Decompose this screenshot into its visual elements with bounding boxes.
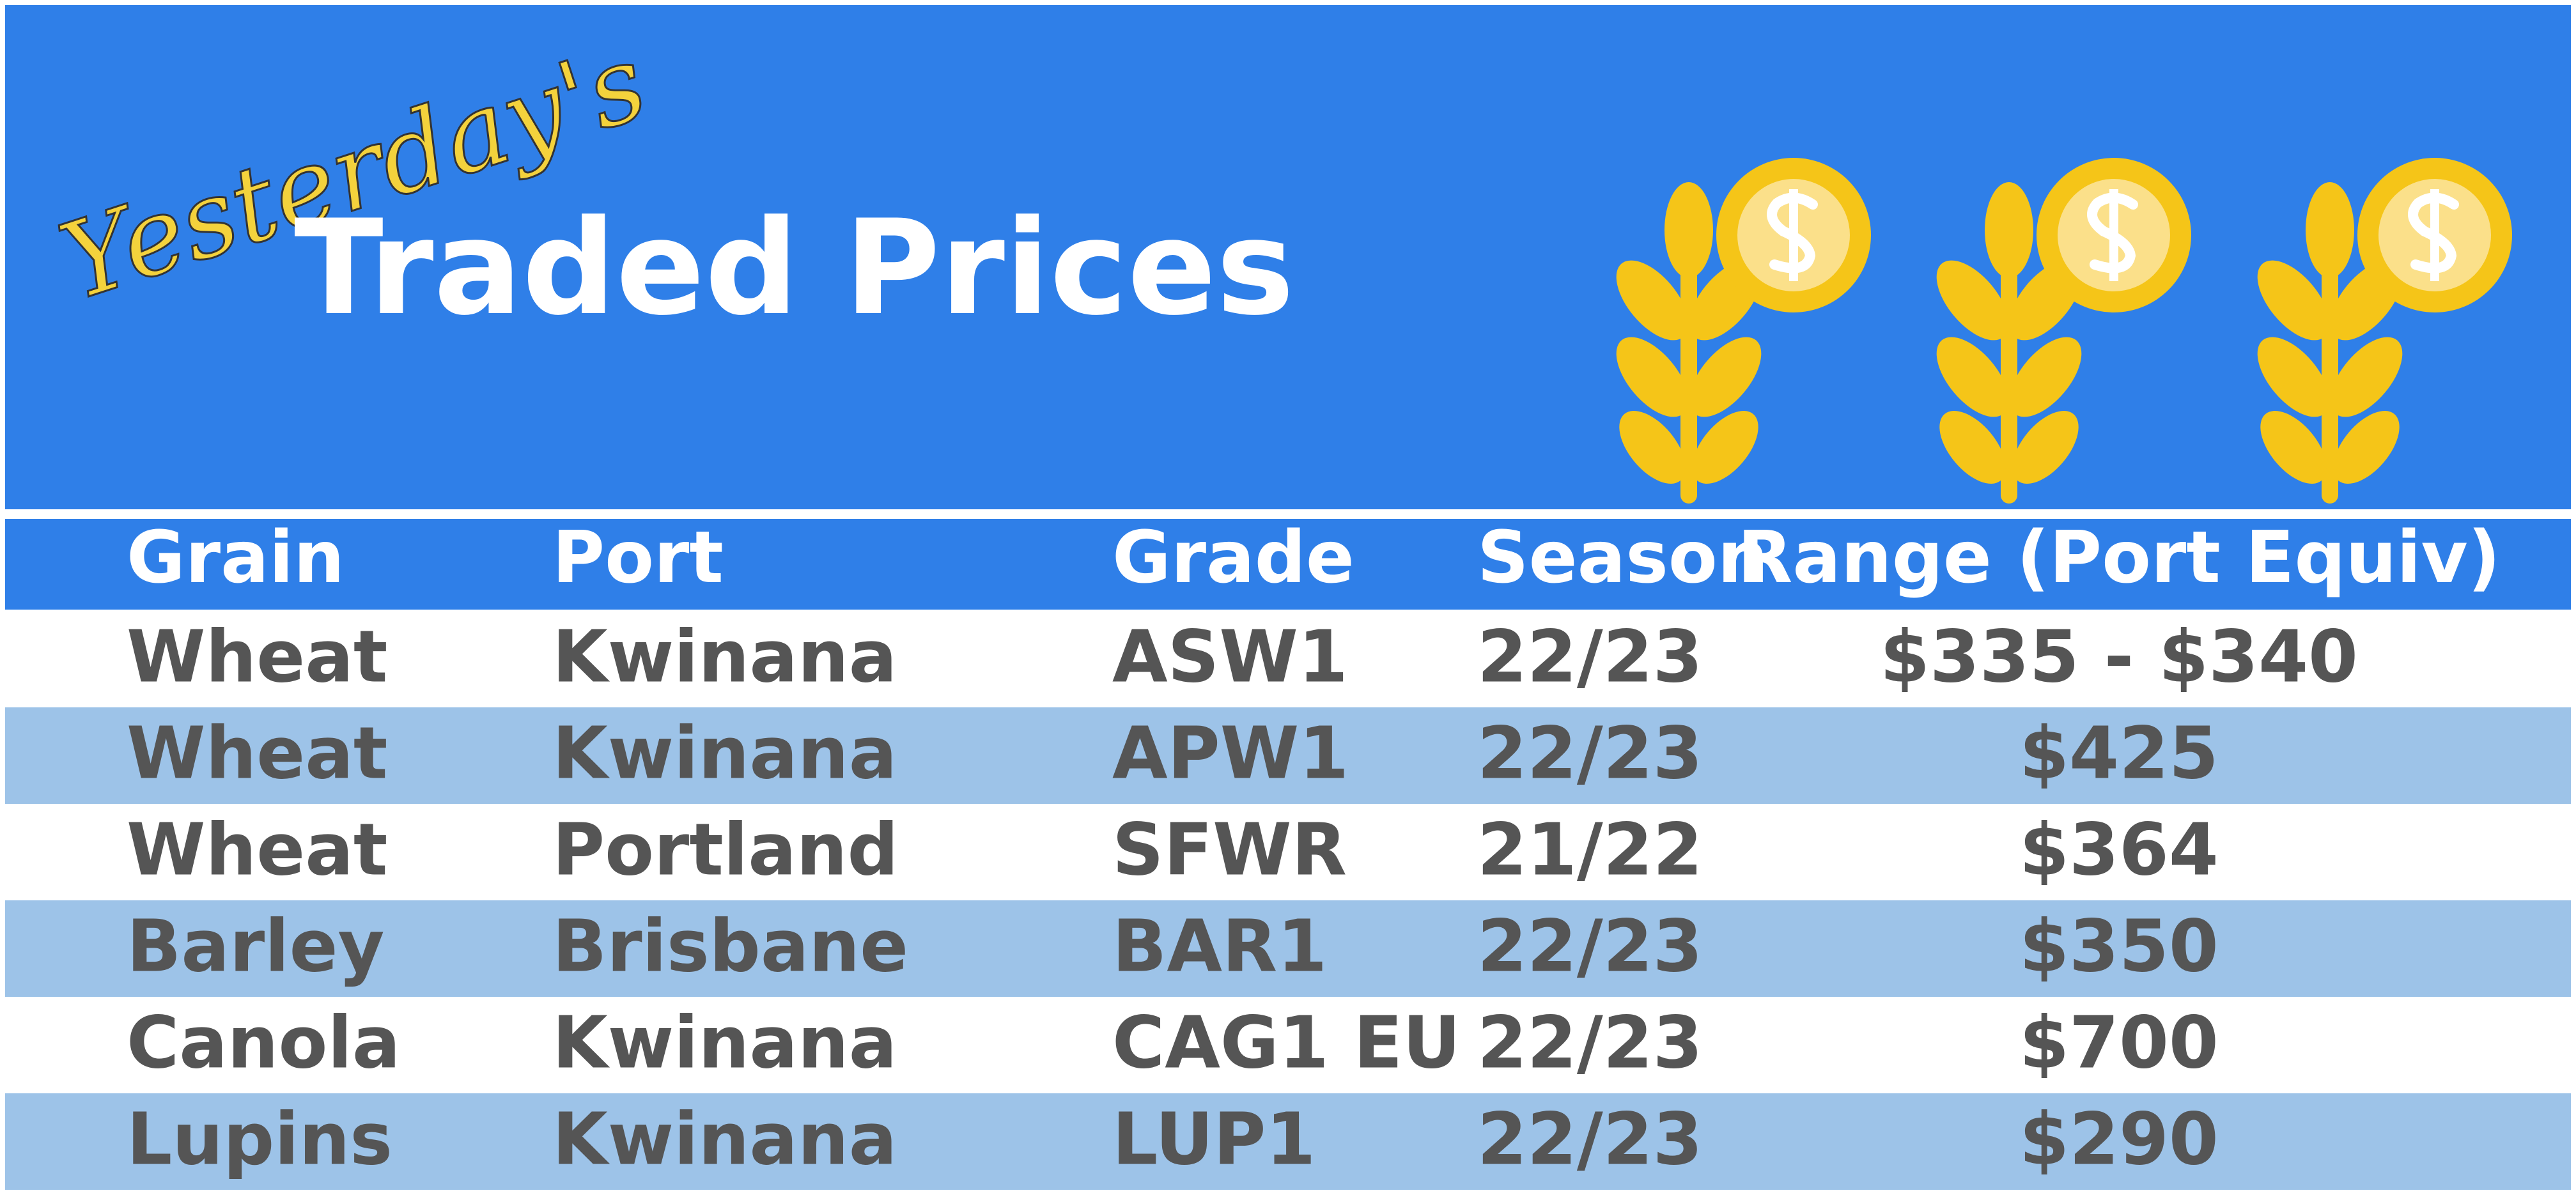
table-cell: LUP1: [1112, 1098, 1315, 1181]
table-cell: Brisbane: [552, 905, 908, 988]
table-cell: Kwinana: [552, 712, 897, 795]
table-cell: Barley: [127, 905, 385, 988]
row-band: [5, 707, 2571, 804]
table-cell: $700: [2019, 1001, 2219, 1084]
column-header: Port: [552, 516, 724, 599]
banner-title: Traded Prices: [294, 192, 1294, 344]
row-band: [5, 900, 2571, 997]
table-cell: 22/23: [1477, 1098, 1703, 1181]
table-cell: 22/23: [1477, 615, 1703, 698]
table-cell: $350: [2019, 905, 2219, 988]
table-cell: Kwinana: [552, 1001, 897, 1084]
table-cell: Wheat: [127, 615, 387, 698]
column-header: Grade: [1112, 516, 1354, 599]
table-cell: $364: [2019, 808, 2219, 891]
table-cell: $335 - $340: [1880, 615, 2358, 698]
column-header: Range (Port Equiv): [1737, 516, 2501, 599]
table-cell: 22/23: [1477, 1001, 1703, 1084]
table-cell: 21/22: [1477, 808, 1703, 891]
table-cell: Portland: [552, 808, 899, 891]
table-cell: BAR1: [1112, 905, 1327, 988]
table-cell: $425: [2019, 712, 2219, 795]
table-cell: Kwinana: [552, 615, 897, 698]
table-cell: SFWR: [1112, 808, 1347, 891]
table-cell: 22/23: [1477, 712, 1703, 795]
table-cell: $290: [2019, 1098, 2219, 1181]
table-header-row: [5, 519, 2571, 610]
table-cell: Canola: [127, 1001, 400, 1084]
table-cell: Wheat: [127, 712, 387, 795]
table-cell: Kwinana: [552, 1098, 897, 1181]
column-header: Grain: [127, 516, 345, 599]
table-cell: CAG1 EU: [1112, 1001, 1461, 1084]
table-cell: Lupins: [127, 1098, 392, 1181]
table-cell: Wheat: [127, 808, 387, 891]
column-header: Season: [1477, 516, 1769, 599]
table-cell: APW1: [1112, 712, 1349, 795]
table-cell: ASW1: [1112, 615, 1348, 698]
row-band: [5, 1093, 2571, 1190]
table-cell: 22/23: [1477, 905, 1703, 988]
